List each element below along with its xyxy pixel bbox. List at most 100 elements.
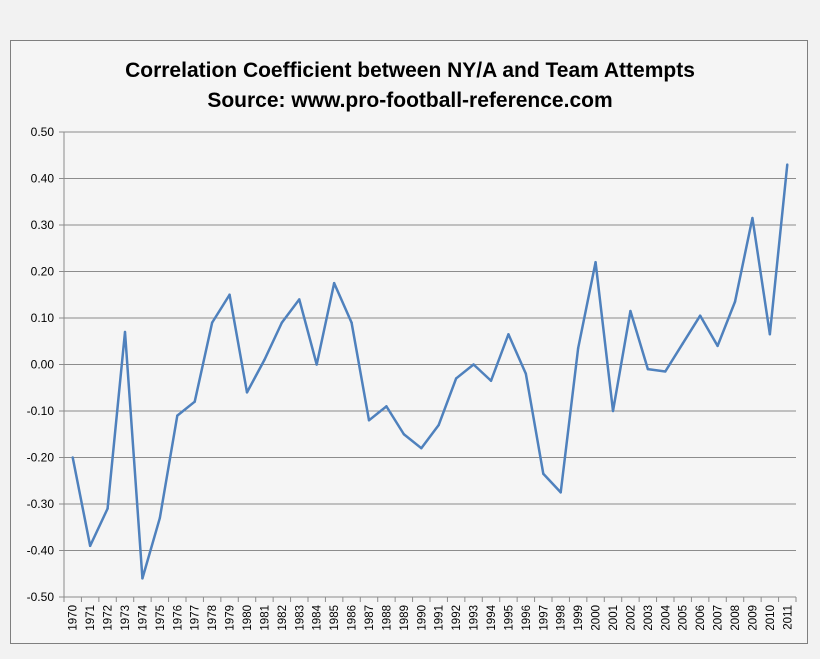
- y-tick-label: -0.20: [27, 451, 55, 465]
- data-point: [298, 298, 301, 301]
- data-point: [559, 491, 562, 494]
- data-point: [106, 507, 109, 510]
- data-point: [542, 472, 545, 475]
- y-tick-label: 0.50: [31, 125, 55, 139]
- y-tick-label: -0.10: [27, 404, 55, 418]
- y-tick-label: -0.50: [27, 590, 55, 604]
- x-tick-label: 1998: [556, 605, 568, 631]
- x-tick-label: 2001: [608, 605, 620, 631]
- y-tick-label: 0.20: [31, 265, 55, 279]
- x-tick-label: 2009: [747, 605, 759, 631]
- data-point: [664, 370, 667, 373]
- x-tick-label: 1982: [277, 605, 289, 631]
- data-point: [158, 516, 162, 520]
- data-point: [611, 409, 615, 413]
- x-tick-label: 1994: [486, 604, 498, 630]
- x-tick-label: 1993: [469, 605, 481, 631]
- x-tick-label: 1997: [538, 605, 550, 631]
- data-point: [524, 372, 528, 375]
- chart-title: Correlation Coefficient between NY/A and…: [125, 59, 695, 82]
- data-point: [88, 544, 92, 548]
- data-point: [472, 363, 475, 366]
- data-point: [786, 163, 789, 166]
- x-tick-label: 1980: [242, 605, 254, 631]
- x-tick-label: 2000: [591, 605, 603, 631]
- x-tick-label: 1971: [85, 605, 97, 631]
- x-tick-label: 1986: [347, 605, 359, 631]
- data-point: [629, 309, 632, 313]
- series-layer: [71, 163, 789, 580]
- data-point: [576, 347, 580, 350]
- x-tick-label: 2006: [695, 605, 707, 631]
- x-tick-label: 1977: [190, 605, 202, 631]
- data-point: [332, 281, 336, 285]
- y-tick-labels: 0.50 0.40 0.30 0.20 0.10 0.00 -0.10 -0.20 -0.30 -…: [27, 125, 55, 604]
- data-point: [71, 456, 74, 459]
- x-tick-label: 1983: [294, 605, 306, 631]
- data-point: [716, 344, 719, 348]
- data-point: [350, 321, 353, 324]
- data-point: [594, 261, 597, 264]
- x-tick-label: 2002: [625, 605, 637, 631]
- data-point: [245, 391, 249, 394]
- x-tick-label: 1984: [312, 604, 324, 630]
- data-point: [176, 414, 179, 417]
- x-tick-label: 1991: [434, 605, 446, 631]
- x-tick-label: 1979: [225, 605, 237, 631]
- data-point: [681, 342, 684, 345]
- data-point: [733, 300, 737, 303]
- x-tick-label: 1981: [259, 605, 271, 631]
- x-tick-label: 1988: [381, 605, 393, 631]
- data-point: [228, 293, 231, 296]
- x-tick-label: 1972: [103, 605, 115, 631]
- data-point: [367, 419, 371, 422]
- x-tick-label: 2004: [660, 604, 672, 630]
- y-tick-label: -0.40: [27, 544, 55, 558]
- data-point: [141, 577, 144, 580]
- data-point: [646, 367, 650, 371]
- chart-frame: Correlation Coefficient between NY/A and…: [10, 40, 808, 644]
- x-tick-label: 1989: [399, 605, 411, 631]
- x-tick-label: 1975: [155, 605, 167, 631]
- x-tick-label: 1995: [503, 605, 515, 631]
- y-tick-label: 0.00: [31, 358, 55, 372]
- data-point: [263, 358, 266, 362]
- data-point: [751, 216, 754, 220]
- x-tick-label: 1985: [329, 605, 341, 631]
- data-point: [454, 377, 458, 380]
- axes: [59, 131, 797, 602]
- x-tick-label: 2011: [782, 605, 794, 630]
- x-tick-label: 1996: [521, 605, 533, 631]
- x-tick-label: 1974: [137, 604, 149, 630]
- x-tick-label: 1987: [364, 605, 376, 631]
- x-tick-label: 1973: [120, 605, 132, 631]
- chart-subtitle: Source: www.pro-football-reference.com: [207, 89, 612, 112]
- data-point: [402, 433, 406, 436]
- data-point: [123, 330, 127, 334]
- data-point: [280, 321, 284, 324]
- line-chart: Correlation Coefficient between NY/A and…: [27, 59, 797, 631]
- data-point: [768, 333, 772, 336]
- x-tick-label: 2007: [713, 605, 725, 631]
- data-point: [420, 447, 423, 450]
- x-tick-label: 1990: [416, 605, 428, 631]
- data-point: [385, 405, 388, 408]
- data-point: [210, 321, 214, 324]
- y-tick-label: 0.40: [31, 172, 55, 186]
- y-tick-label: 0.10: [31, 311, 55, 325]
- y-tick-label: -0.30: [27, 497, 55, 511]
- x-tick-label: 2003: [643, 605, 655, 631]
- x-tick-label: 1978: [207, 605, 219, 631]
- x-tick-label: 1976: [172, 605, 184, 631]
- x-tick-label: 1992: [451, 605, 463, 631]
- data-point: [489, 379, 493, 382]
- data-point: [507, 333, 510, 336]
- data-point: [698, 314, 702, 317]
- data-point: [315, 363, 318, 366]
- x-tick-label: 2005: [678, 605, 690, 631]
- gridlines: [64, 131, 796, 598]
- data-point: [193, 400, 196, 403]
- x-tick-label: 2008: [730, 605, 742, 631]
- x-tick-label: 1970: [68, 605, 80, 631]
- series-line: [71, 164, 789, 580]
